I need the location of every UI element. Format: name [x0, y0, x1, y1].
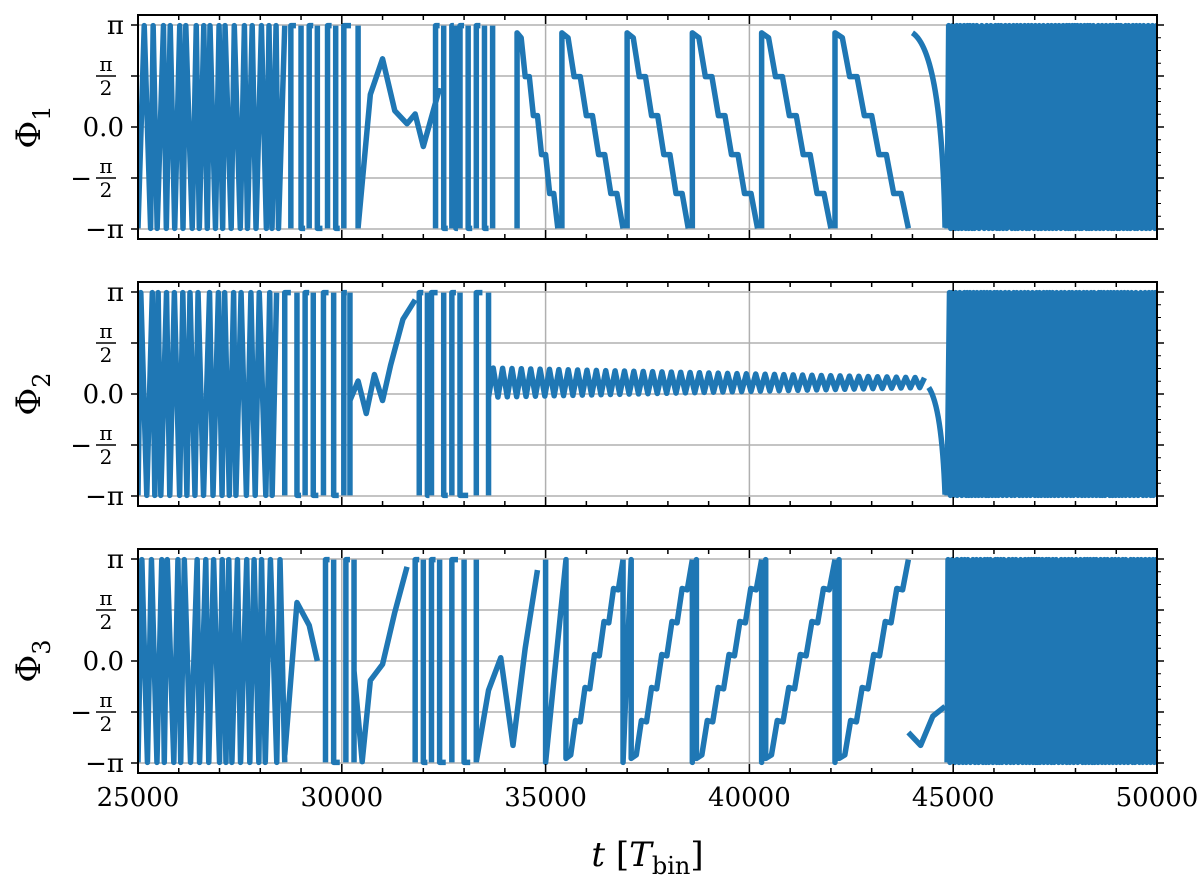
series-line-phi2	[138, 289, 1157, 499]
y-tick-label: −π	[85, 482, 124, 512]
y-tick-label: 0.0	[83, 113, 124, 143]
y-tick-label: −π	[85, 215, 124, 245]
y-tick-label-num: π	[99, 688, 112, 712]
y-tick-label-num: π	[99, 319, 112, 343]
y-tick-label-num: π	[99, 421, 112, 445]
series-line-phi1	[138, 22, 1157, 232]
y-tick-label-den: 2	[100, 343, 113, 367]
y-tick-label: 0.0	[83, 380, 124, 410]
x-tick-label: 25000	[97, 783, 180, 813]
y-tick-label: π	[107, 545, 124, 575]
y-axis-label: Φ2	[9, 372, 56, 415]
y-axis-label: Φ1	[9, 105, 56, 148]
y-tick-label: 0.0	[83, 647, 124, 677]
y-tick-label-den: 2	[100, 76, 113, 100]
x-tick-label: 35000	[504, 783, 587, 813]
y-tick-label-num: π	[99, 154, 112, 178]
y-tick-label: π	[107, 11, 124, 41]
y-tick-label-den: 2	[100, 610, 113, 634]
y-tick-label: −π	[85, 749, 124, 779]
y-tick-label-sign: −	[70, 164, 92, 194]
y-axis-label: Φ3	[9, 639, 56, 682]
x-tick-label: 40000	[708, 783, 791, 813]
y-tick-label-sign: −	[70, 431, 92, 461]
y-tick-label: π	[107, 278, 124, 308]
x-tick-label: 30000	[300, 783, 383, 813]
y-tick-label-num: π	[99, 52, 112, 76]
y-tick-label-den: 2	[100, 445, 113, 469]
y-tick-label-den: 2	[100, 712, 113, 736]
x-tick-label: 50000	[1116, 783, 1199, 813]
y-tick-label-num: π	[99, 586, 112, 610]
series-line-phi3	[138, 556, 1157, 766]
x-tick-label: 45000	[912, 783, 995, 813]
x-axis-label: t [Tbin]	[591, 835, 703, 880]
y-tick-label-den: 2	[100, 178, 113, 202]
x-axis-label-text: t [Tbin]	[591, 835, 703, 880]
y-tick-label-sign: −	[70, 698, 92, 728]
